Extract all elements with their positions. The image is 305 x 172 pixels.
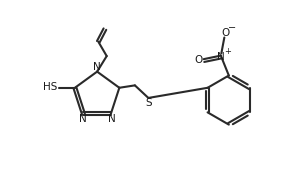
Text: N: N xyxy=(93,62,101,72)
Text: N: N xyxy=(108,114,115,124)
Text: −: − xyxy=(228,23,236,33)
Text: O: O xyxy=(221,28,229,38)
Text: O: O xyxy=(195,55,203,65)
Text: N: N xyxy=(79,114,87,124)
Text: S: S xyxy=(145,98,152,108)
Text: +: + xyxy=(224,47,231,56)
Text: N: N xyxy=(217,52,225,62)
Text: HS: HS xyxy=(43,82,57,92)
